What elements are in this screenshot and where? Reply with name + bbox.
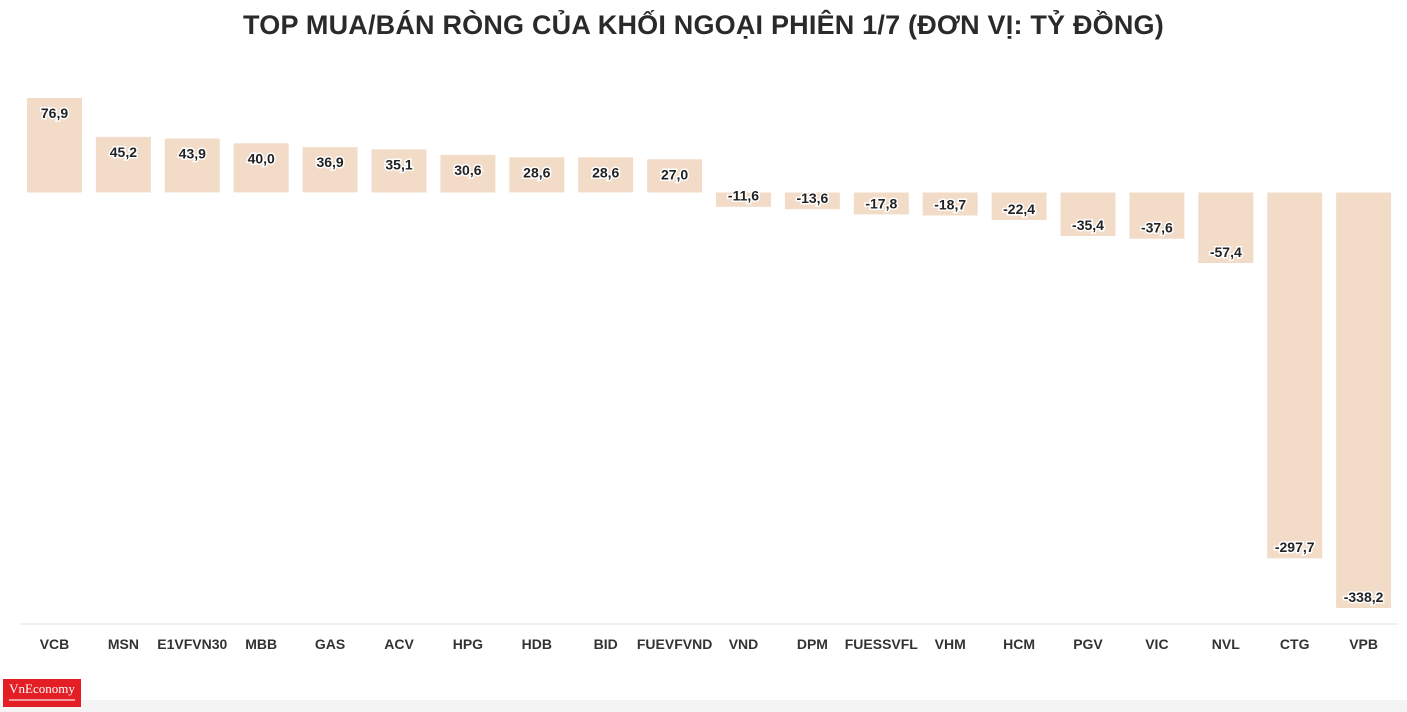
bar-vcb[interactable]	[27, 98, 82, 193]
bar-hcm[interactable]	[991, 192, 1047, 221]
value-label-hdb: 28,6	[523, 164, 550, 180]
value-label-vcb: 76,9	[41, 105, 68, 121]
tick-label-vpb: VPB	[1349, 636, 1378, 652]
bar-vic[interactable]	[1129, 192, 1185, 239]
tick-label-mbb: MBB	[245, 636, 277, 652]
tick-label-vcb: VCB	[40, 636, 70, 652]
bar-dpm[interactable]	[784, 192, 840, 210]
tick-label-acv: ACV	[384, 636, 414, 652]
value-label-vhm: -18,7	[934, 197, 966, 213]
brand-logo-text: VnEconomy	[9, 681, 75, 696]
tick-label-bid: BID	[594, 636, 618, 652]
tick-label-msn: MSN	[108, 636, 139, 652]
bar-hpg[interactable]	[440, 154, 496, 193]
value-label-fuessvfl: -17,8	[865, 195, 897, 211]
tick-label-fuessvfl: FUESSVFL	[845, 636, 919, 652]
bar-fuevfvnd[interactable]	[647, 159, 703, 193]
tick-label-gas: GAS	[315, 636, 345, 652]
chart-title: TOP MUA/BÁN RÒNG CỦA KHỐI NGOẠI PHIÊN 1/…	[243, 10, 1164, 40]
bar-e1vfvn30[interactable]	[164, 138, 220, 193]
value-label-acv: 35,1	[385, 156, 412, 172]
tick-label-hpg: HPG	[453, 636, 483, 652]
value-label-mbb: 40,0	[248, 150, 275, 166]
bar-vnd[interactable]	[716, 192, 771, 207]
bar-gas[interactable]	[302, 147, 358, 193]
footer-band	[0, 700, 1407, 712]
value-label-e1vfvn30: 43,9	[179, 146, 206, 162]
tick-label-hcm: HCM	[1003, 636, 1035, 652]
bar-vpb[interactable]	[1336, 192, 1392, 609]
tick-label-hdb: HDB	[522, 636, 552, 652]
tick-label-fuevfvnd: FUEVFVND	[637, 636, 712, 652]
tick-label-dpm: DPM	[797, 636, 828, 652]
value-label-nvl: -57,4	[1210, 244, 1242, 260]
value-label-dpm: -13,6	[796, 190, 828, 206]
bar-msn[interactable]	[95, 136, 151, 193]
bar-mbb[interactable]	[233, 143, 289, 193]
tick-labels-layer: VCB MSN E1VFVN30 MBB GAS ACV HPG HDB BID FUEVFVND…	[40, 636, 1378, 652]
tick-label-nvl: NVL	[1212, 636, 1240, 652]
tick-label-pgv: PGV	[1073, 636, 1103, 652]
tick-label-ctg: CTG	[1280, 636, 1310, 652]
value-label-vpb: -338,2	[1344, 589, 1384, 605]
value-label-bid: 28,6	[592, 164, 619, 180]
value-label-msn: 45,2	[110, 144, 137, 160]
bar-vhm[interactable]	[922, 192, 978, 216]
value-label-gas: 36,9	[316, 154, 343, 170]
bars-layer	[27, 98, 1392, 609]
value-label-hcm: -22,4	[1003, 201, 1035, 217]
value-label-fuevfvnd: 27,0	[661, 166, 688, 182]
value-label-hpg: 30,6	[454, 162, 481, 178]
value-label-vic: -37,6	[1141, 220, 1173, 236]
value-label-vnd: -11,6	[728, 188, 759, 204]
value-label-pgv: -35,4	[1072, 217, 1104, 233]
brand-logo[interactable]: VnEconomy	[3, 679, 81, 707]
tick-label-vhm: VHM	[935, 636, 966, 652]
bar-bid[interactable]	[578, 157, 634, 193]
bar-acv[interactable]	[371, 149, 427, 193]
tick-label-vic: VIC	[1145, 636, 1168, 652]
tick-label-e1vfvn30: E1VFVN30	[157, 636, 227, 652]
bar-fuessvfl[interactable]	[853, 192, 909, 215]
tick-label-vnd: VND	[729, 636, 759, 652]
brand-logo-tagline-mark	[9, 699, 75, 701]
bar-nvl[interactable]	[1198, 192, 1254, 264]
bar-ctg[interactable]	[1267, 192, 1323, 559]
bar-pgv[interactable]	[1060, 192, 1116, 237]
bar-hdb[interactable]	[509, 157, 565, 193]
value-label-ctg: -297,7	[1275, 539, 1315, 555]
value-labels-layer: 76,9 45,2 43,9 40,0 36,9 35,1 30,6 28,6 28,6 27,0…	[39, 104, 1385, 607]
